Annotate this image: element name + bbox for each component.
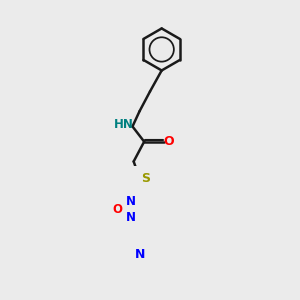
Text: S: S <box>141 172 150 185</box>
Text: N: N <box>126 194 136 208</box>
Text: O: O <box>163 135 173 148</box>
Text: N: N <box>126 211 136 224</box>
Text: HN: HN <box>114 118 134 131</box>
Text: O: O <box>112 203 122 216</box>
Text: N: N <box>135 248 145 261</box>
